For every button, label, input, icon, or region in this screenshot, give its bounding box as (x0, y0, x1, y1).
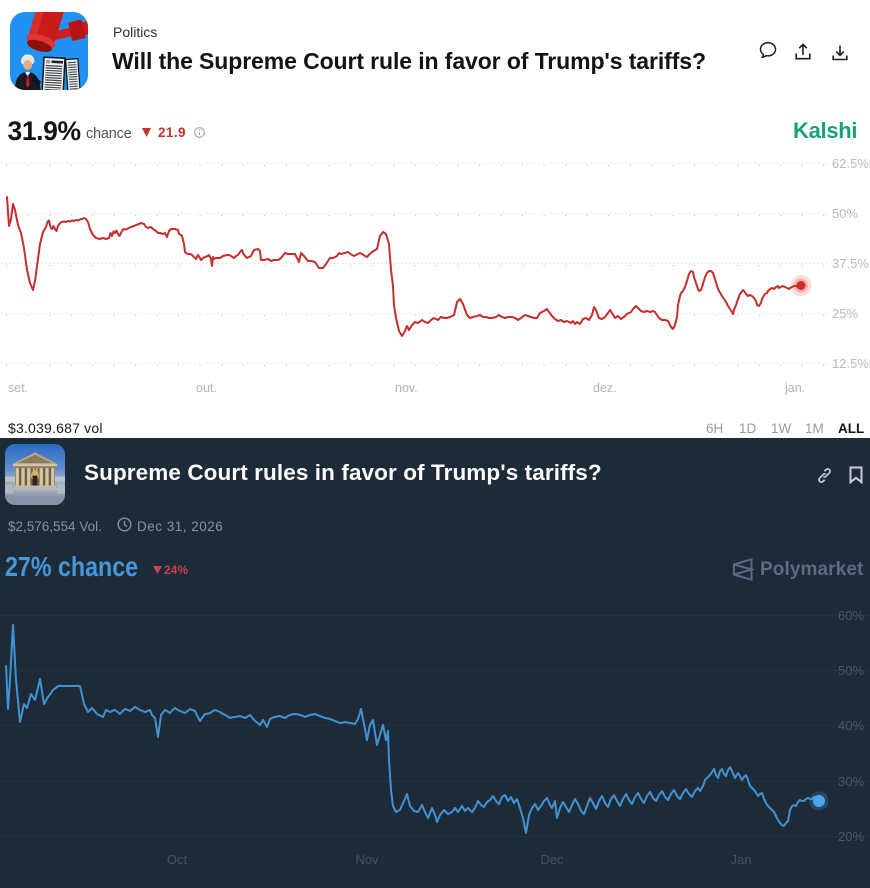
svg-text:Oct: Oct (167, 852, 188, 867)
svg-text:50%: 50% (832, 206, 858, 221)
svg-text:nov.: nov. (395, 381, 418, 395)
svg-text:37.5%: 37.5% (832, 256, 869, 271)
svg-text:50%: 50% (838, 663, 864, 678)
svg-text:out.: out. (196, 381, 217, 395)
svg-text:Jan: Jan (731, 852, 752, 867)
svg-text:set.: set. (8, 381, 28, 395)
svg-text:Nov: Nov (355, 852, 379, 867)
svg-text:jan.: jan. (784, 381, 805, 395)
svg-text:dez.: dez. (593, 381, 617, 395)
svg-text:Dec: Dec (540, 852, 564, 867)
svg-text:12.5%: 12.5% (832, 356, 869, 371)
svg-text:40%: 40% (838, 718, 864, 733)
svg-text:60%: 60% (838, 608, 864, 623)
svg-text:62.5%: 62.5% (832, 156, 869, 171)
svg-text:25%: 25% (832, 306, 858, 321)
svg-text:20%: 20% (838, 829, 864, 844)
svg-text:30%: 30% (838, 774, 864, 789)
